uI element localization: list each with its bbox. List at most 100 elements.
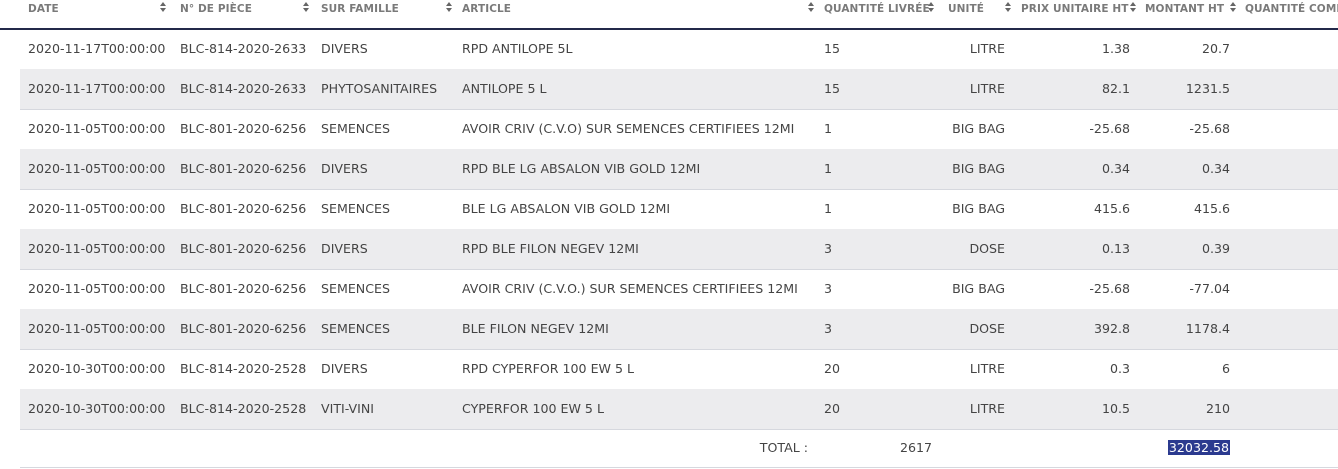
table-row[interactable]: 2020-11-05T00:00:00 BLC-801-2020-6256 SEME… [20, 189, 1338, 230]
unit-cell: LITRE [969, 401, 1005, 416]
article-cell: AVOIR CRIV (C.V.O.) SUR SEMENCES CERTIFI… [462, 281, 798, 296]
sort-icon[interactable] [1005, 2, 1011, 14]
amount-cell: 20.7 [1201, 41, 1230, 56]
piece-cell: BLC-814-2020-2528 [180, 361, 307, 376]
piece-cell: BLC-814-2020-2528 [180, 401, 307, 416]
date-cell: 2020-11-05T00:00:00 [28, 201, 166, 216]
piece-cell: BLC-801-2020-6256 [180, 121, 307, 136]
family-cell: SEMENCES [321, 121, 390, 136]
piece-cell: BLC-801-2020-6256 [180, 321, 307, 336]
column-header-amount[interactable]: MONTANT HT [1145, 3, 1225, 15]
total-quantity: 2617 [899, 440, 932, 455]
table-row[interactable]: 2020-10-30T00:00:00 BLC-814-2020-2528 VITI… [20, 389, 1338, 430]
piece-cell: BLC-801-2020-6256 [180, 241, 307, 256]
amount-cell: 1178.4 [1185, 321, 1230, 336]
column-header-piece-number[interactable]: N° DE PIÈCE [180, 3, 252, 15]
table-row[interactable]: 2020-11-05T00:00:00 BLC-801-2020-6256 SEME… [20, 309, 1338, 350]
column-header-family[interactable]: SUR FAMILLE [321, 3, 399, 15]
amount-cell: 210 [1205, 401, 1230, 416]
article-cell: CYPERFOR 100 EW 5 L [462, 401, 604, 416]
table-row[interactable]: 2020-11-05T00:00:00 BLC-801-2020-6256 SEME… [20, 269, 1338, 310]
family-cell: PHYTOSANITAIRES [321, 81, 438, 96]
table-row[interactable]: 2020-10-30T00:00:00 BLC-814-2020-2528 DIVE… [20, 349, 1338, 390]
family-cell: SEMENCES [321, 321, 390, 336]
article-cell: BLE LG ABSALON VIB GOLD 12MI [462, 201, 671, 216]
unit-price-cell: 0.3 [1109, 361, 1130, 376]
column-header-date[interactable]: DATE [28, 3, 59, 15]
unit-cell: DOSE [969, 321, 1005, 336]
unit-price-cell: -25.68 [1089, 121, 1130, 136]
article-cell: BLE FILON NEGEV 12MI [462, 321, 609, 336]
quantity-cell: 1 [824, 121, 833, 136]
unit-price-cell: 415.6 [1093, 201, 1130, 216]
column-header-unit[interactable]: UNITÉ [948, 3, 985, 15]
unit-cell: DOSE [969, 241, 1005, 256]
quantity-cell: 3 [824, 241, 833, 256]
family-cell: DIVERS [321, 241, 368, 256]
date-cell: 2020-11-17T00:00:00 [28, 41, 166, 56]
column-header-unit-price[interactable]: PRIX UNITAIRE HT [1021, 3, 1129, 15]
quantity-cell: 3 [824, 281, 833, 296]
table-row[interactable]: 2020-11-05T00:00:00 BLC-801-2020-6256 DIVE… [20, 229, 1338, 270]
sort-icon[interactable] [1230, 2, 1236, 14]
unit-cell: BIG BAG [952, 121, 1005, 136]
date-cell: 2020-11-05T00:00:00 [28, 241, 166, 256]
sort-icon[interactable] [303, 2, 309, 14]
quantity-cell: 3 [824, 321, 833, 336]
family-cell: DIVERS [321, 361, 368, 376]
date-cell: 2020-10-30T00:00:00 [28, 361, 166, 376]
table-row[interactable]: 2020-11-17T00:00:00 BLC-814-2020-2633 DIVE… [20, 29, 1338, 70]
article-cell: RPD BLE FILON NEGEV 12MI [462, 241, 639, 256]
sort-icon[interactable] [1130, 2, 1136, 14]
family-cell: DIVERS [321, 161, 368, 176]
unit-price-cell: 1.38 [1101, 41, 1130, 56]
family-cell: SEMENCES [321, 281, 390, 296]
unit-price-cell: -25.68 [1089, 281, 1130, 296]
quantity-cell: 15 [824, 81, 841, 96]
column-header-article[interactable]: ARTICLE [462, 3, 512, 15]
table-row[interactable]: 2020-11-05T00:00:00 BLC-801-2020-6256 SEME… [20, 109, 1338, 150]
unit-price-cell: 0.13 [1101, 241, 1130, 256]
total-label: TOTAL : [759, 440, 808, 455]
family-cell: DIVERS [321, 41, 368, 56]
article-cell: AVOIR CRIV (C.V.O) SUR SEMENCES CERTIFIE… [462, 121, 795, 136]
unit-cell: LITRE [969, 81, 1005, 96]
unit-cell: LITRE [969, 41, 1005, 56]
piece-cell: BLC-801-2020-6256 [180, 281, 307, 296]
quantity-cell: 1 [824, 201, 833, 216]
date-cell: 2020-11-05T00:00:00 [28, 321, 166, 336]
unit-price-cell: 82.1 [1101, 81, 1130, 96]
sort-icon[interactable] [928, 2, 934, 14]
article-cell: RPD CYPERFOR 100 EW 5 L [462, 361, 635, 376]
table-total-row: TOTAL : 2617 32032.58 [20, 429, 1338, 468]
family-cell: SEMENCES [321, 201, 390, 216]
date-cell: 2020-10-30T00:00:00 [28, 401, 166, 416]
amount-cell: 6 [1221, 361, 1230, 376]
amount-cell: 0.39 [1201, 241, 1230, 256]
column-header-quantity-ordered[interactable]: QUANTITÉ COMM [1245, 3, 1338, 15]
amount-cell: -77.04 [1189, 281, 1230, 296]
piece-cell: BLC-814-2020-2633 [180, 41, 307, 56]
amount-cell: 415.6 [1193, 201, 1230, 216]
quantity-cell: 20 [824, 361, 841, 376]
sort-icon[interactable] [446, 2, 452, 14]
quantity-cell: 20 [824, 401, 841, 416]
date-cell: 2020-11-05T00:00:00 [28, 161, 166, 176]
column-header-quantity-delivered[interactable]: QUANTITÉ LIVRÉE [824, 3, 930, 15]
piece-cell: BLC-801-2020-6256 [180, 161, 307, 176]
article-cell: ANTILOPE 5 L [462, 81, 547, 96]
table-row[interactable]: 2020-11-17T00:00:00 BLC-814-2020-2633 PHYT… [20, 69, 1338, 110]
piece-cell: BLC-814-2020-2633 [180, 81, 307, 96]
total-amount-value[interactable]: 32032.58 [1167, 440, 1230, 455]
table-header: DATE N° DE PIÈCE SUR FAMILLE ARTICLE QUANTIT… [0, 0, 1338, 30]
sort-icon[interactable] [160, 2, 166, 14]
total-amount[interactable]: 32032.58 [1120, 429, 1230, 467]
date-cell: 2020-11-05T00:00:00 [28, 281, 166, 296]
unit-price-cell: 0.34 [1101, 161, 1130, 176]
sort-icon[interactable] [808, 2, 814, 14]
family-cell: VITI-VINI [321, 401, 375, 416]
table-row[interactable]: 2020-11-05T00:00:00 BLC-801-2020-6256 DIVE… [20, 149, 1338, 190]
unit-price-cell: 10.5 [1101, 401, 1130, 416]
unit-cell: BIG BAG [952, 161, 1005, 176]
article-cell: RPD BLE LG ABSALON VIB GOLD 12MI [462, 161, 701, 176]
